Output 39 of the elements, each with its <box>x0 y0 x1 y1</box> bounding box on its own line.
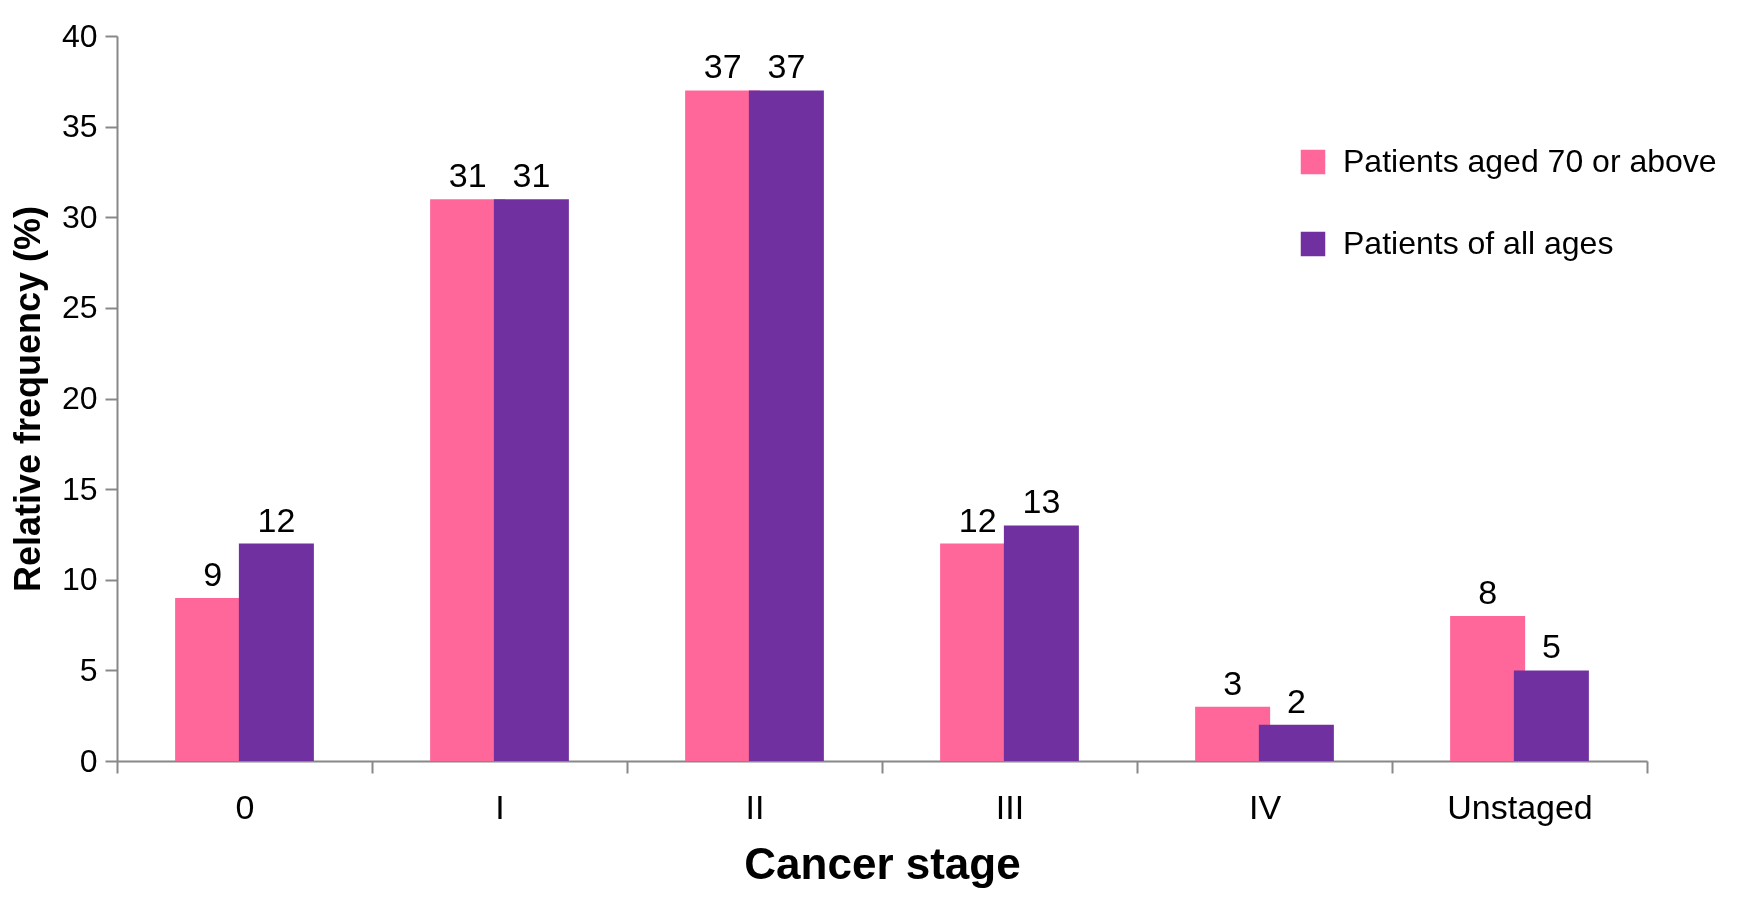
legend-label: Patients of all ages <box>1343 225 1614 261</box>
data-label: 37 <box>703 47 742 86</box>
x-axis-title: Cancer stage <box>744 838 1021 888</box>
y-tick-label: 25 <box>61 289 98 326</box>
data-label: 12 <box>257 500 296 539</box>
y-axis-title: Relative frequency (%) <box>6 205 48 593</box>
x-tick-label: III <box>995 787 1025 826</box>
data-label: 31 <box>448 156 487 195</box>
data-label: 13 <box>1022 482 1061 521</box>
y-tick-label: 5 <box>79 651 98 688</box>
data-label: 31 <box>512 156 551 195</box>
data-label: 37 <box>767 47 806 86</box>
y-tick-label: 30 <box>61 198 98 235</box>
x-tick-label: I <box>495 787 505 826</box>
y-tick-label: 15 <box>61 470 98 507</box>
x-tick-label: Unstaged <box>1447 787 1593 826</box>
y-tick-label: 40 <box>61 17 98 54</box>
data-label: 3 <box>1223 663 1243 702</box>
x-tick-label: 0 <box>235 787 255 826</box>
y-tick-label: 0 <box>79 742 98 779</box>
legend-label: Patients aged 70 or above <box>1343 143 1717 179</box>
bar <box>493 199 569 761</box>
data-label: 9 <box>203 554 223 593</box>
bar <box>1450 616 1526 761</box>
y-tick-label: 10 <box>61 561 98 598</box>
bar <box>1258 724 1334 761</box>
x-tick-label: IV <box>1248 787 1282 826</box>
bar <box>1195 706 1271 761</box>
data-label: 5 <box>1541 627 1561 666</box>
data-label: 8 <box>1478 573 1498 611</box>
data-label: 12 <box>958 500 997 539</box>
bar <box>238 543 314 761</box>
x-tick-label: II <box>745 787 765 826</box>
y-tick-label: 20 <box>61 380 98 416</box>
y-tick-label: 35 <box>61 108 98 145</box>
bar <box>1003 525 1079 761</box>
bar <box>1513 670 1589 761</box>
bar <box>748 90 824 761</box>
data-label: 2 <box>1286 681 1306 720</box>
